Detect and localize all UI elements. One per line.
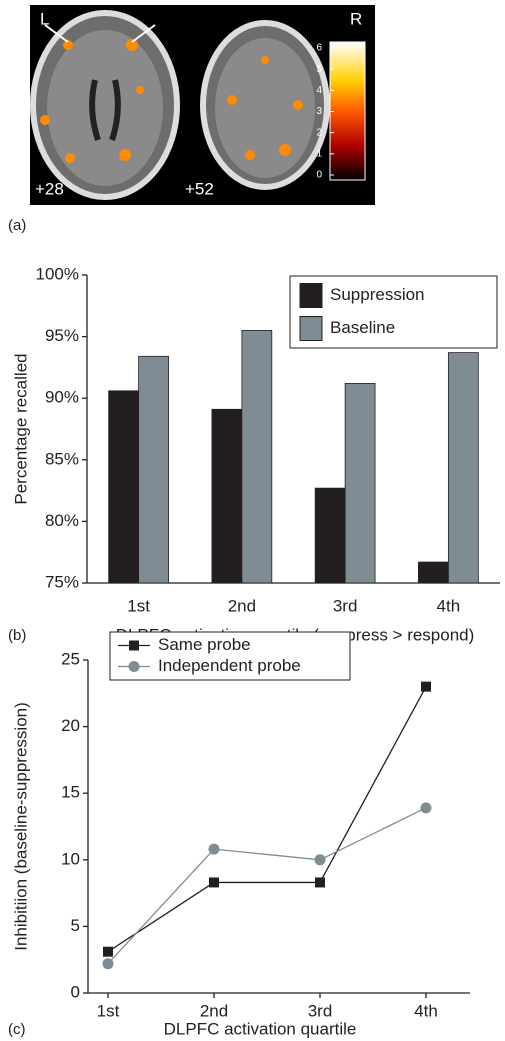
colorbar-tick-label: 6 xyxy=(316,43,322,54)
bar xyxy=(418,562,448,583)
y-tick-label: 20 xyxy=(61,716,80,735)
y-tick-label: 100% xyxy=(36,264,79,283)
figure: L R +28 +52 (a) 0 1 2 3 4 5 6 75% 80% 85% 90% 95% 10… xyxy=(0,0,505,1041)
marker xyxy=(421,682,431,692)
brain-tissue xyxy=(47,30,163,186)
legend-label: Same probe xyxy=(158,635,251,654)
panel-label: (a) xyxy=(8,217,26,234)
marker xyxy=(315,877,325,887)
slice-label: +28 xyxy=(35,179,64,198)
marker xyxy=(103,958,114,969)
bar xyxy=(109,391,139,583)
marker xyxy=(315,854,326,865)
colorbar xyxy=(330,42,365,180)
line xyxy=(108,808,426,964)
marker xyxy=(209,877,219,887)
bar xyxy=(212,409,242,583)
x-tick-label: 4th xyxy=(437,596,461,615)
y-tick-label: 5 xyxy=(71,916,80,935)
brain-panel: L R +28 +52 (a) xyxy=(8,5,375,234)
legend-swatch xyxy=(300,317,322,341)
y-tick-label: 95% xyxy=(45,326,79,345)
left-label: L xyxy=(40,9,49,28)
panel-label: (b) xyxy=(8,627,26,644)
y-tick-label: 10 xyxy=(61,849,80,868)
y-tick-label: 85% xyxy=(45,449,79,468)
x-tick-label: 2nd xyxy=(200,1001,228,1020)
x-tick-label: 1st xyxy=(97,1001,120,1020)
x-tick-label: 4th xyxy=(414,1001,438,1020)
y-tick-label: 75% xyxy=(45,572,79,591)
y-tick-label: 0 xyxy=(71,982,80,1001)
legend-label: Suppression xyxy=(330,285,425,304)
colorbar-tick-label: 1 xyxy=(316,148,322,159)
colorbar-tick-label: 3 xyxy=(316,106,322,117)
legend-swatch xyxy=(300,284,322,308)
legend-label: Independent probe xyxy=(158,656,301,675)
bar xyxy=(345,383,375,583)
bar xyxy=(242,330,272,583)
marker xyxy=(421,802,432,813)
legend-marker xyxy=(129,641,139,651)
panel-label: (c) xyxy=(8,1021,26,1038)
colorbar-tick-label: 0 xyxy=(316,170,322,181)
colorbar-tick-label: 2 xyxy=(316,127,322,138)
y-axis-label: Percentage recalled xyxy=(11,353,30,504)
legend-label: Baseline xyxy=(330,318,395,337)
bar xyxy=(315,488,345,583)
y-tick-label: 90% xyxy=(45,388,79,407)
x-tick-label: 3rd xyxy=(333,596,358,615)
legend-marker xyxy=(129,661,140,672)
y-tick-label: 15 xyxy=(61,783,80,802)
x-tick-label: 3rd xyxy=(308,1001,333,1020)
marker xyxy=(103,947,113,957)
x-axis-label: DLPFC activation quartile xyxy=(164,1019,357,1038)
x-tick-label: 1st xyxy=(127,596,150,615)
right-label: R xyxy=(350,9,362,28)
slice-label: +52 xyxy=(185,179,214,198)
y-tick-label: 25 xyxy=(61,649,80,668)
bar xyxy=(448,353,478,583)
bar xyxy=(139,356,169,583)
y-axis-label: Inhibitiion (baseline-suppression) xyxy=(11,702,30,951)
y-tick-label: 80% xyxy=(45,511,79,530)
marker xyxy=(209,844,220,855)
colorbar-tick-label: 4 xyxy=(316,85,322,96)
x-tick-label: 2nd xyxy=(228,596,256,615)
colorbar-tick-label: 5 xyxy=(316,64,322,75)
